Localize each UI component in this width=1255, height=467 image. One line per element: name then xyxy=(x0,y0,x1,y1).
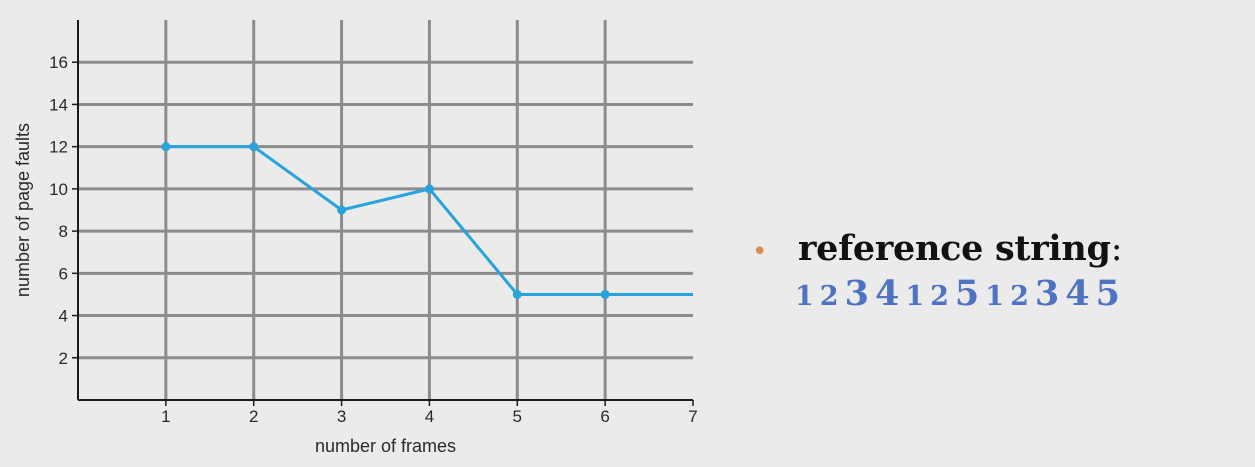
reference-digit: 3 xyxy=(844,273,869,314)
x-tick-label: 5 xyxy=(513,407,522,426)
data-point xyxy=(424,184,434,194)
y-tick-label: 12 xyxy=(49,138,68,157)
y-tick-label: 10 xyxy=(49,180,68,199)
data-point xyxy=(249,142,259,152)
reference-digit: 2 xyxy=(1010,281,1029,312)
reference-digit: 1 xyxy=(985,281,1005,312)
data-point xyxy=(161,142,171,152)
reference-digit: 1 xyxy=(795,281,814,312)
reference-string-colon: : xyxy=(1110,229,1123,269)
bullet-icon: • xyxy=(752,237,768,267)
x-tick-label: 4 xyxy=(425,407,434,426)
y-axis-title: number of page faults xyxy=(13,123,33,297)
reference-digit: 4 xyxy=(874,273,900,314)
y-tick-label: 4 xyxy=(59,307,68,326)
reference-digit: 5 xyxy=(1095,273,1120,314)
x-tick-label: 7 xyxy=(688,407,697,426)
reference-digit: 5 xyxy=(954,273,980,314)
plot-area xyxy=(78,20,693,400)
reference-digit: 2 xyxy=(819,281,839,312)
y-tick-label: 16 xyxy=(49,53,68,72)
x-tick-label: 1 xyxy=(161,407,170,426)
data-point xyxy=(337,205,347,215)
x-tick-label: 3 xyxy=(337,407,346,426)
y-tick-label: 8 xyxy=(59,222,68,241)
reference-digit: 2 xyxy=(930,281,949,312)
x-axis-title: number of frames xyxy=(315,436,456,456)
data-point xyxy=(512,289,522,299)
y-tick-label: 6 xyxy=(59,264,68,283)
y-tick-label: 14 xyxy=(49,95,68,114)
reference-digit: 3 xyxy=(1034,273,1060,314)
reference-digit: 1 xyxy=(905,281,925,312)
x-tick-label: 2 xyxy=(249,407,258,426)
x-tick-label: 6 xyxy=(600,407,609,426)
y-tick-label: 2 xyxy=(59,349,68,368)
data-point xyxy=(600,289,610,299)
reference-string-heading: • reference string: xyxy=(752,228,1126,269)
reference-digit: 4 xyxy=(1065,273,1090,314)
reference-string-label: reference string xyxy=(798,228,1111,269)
